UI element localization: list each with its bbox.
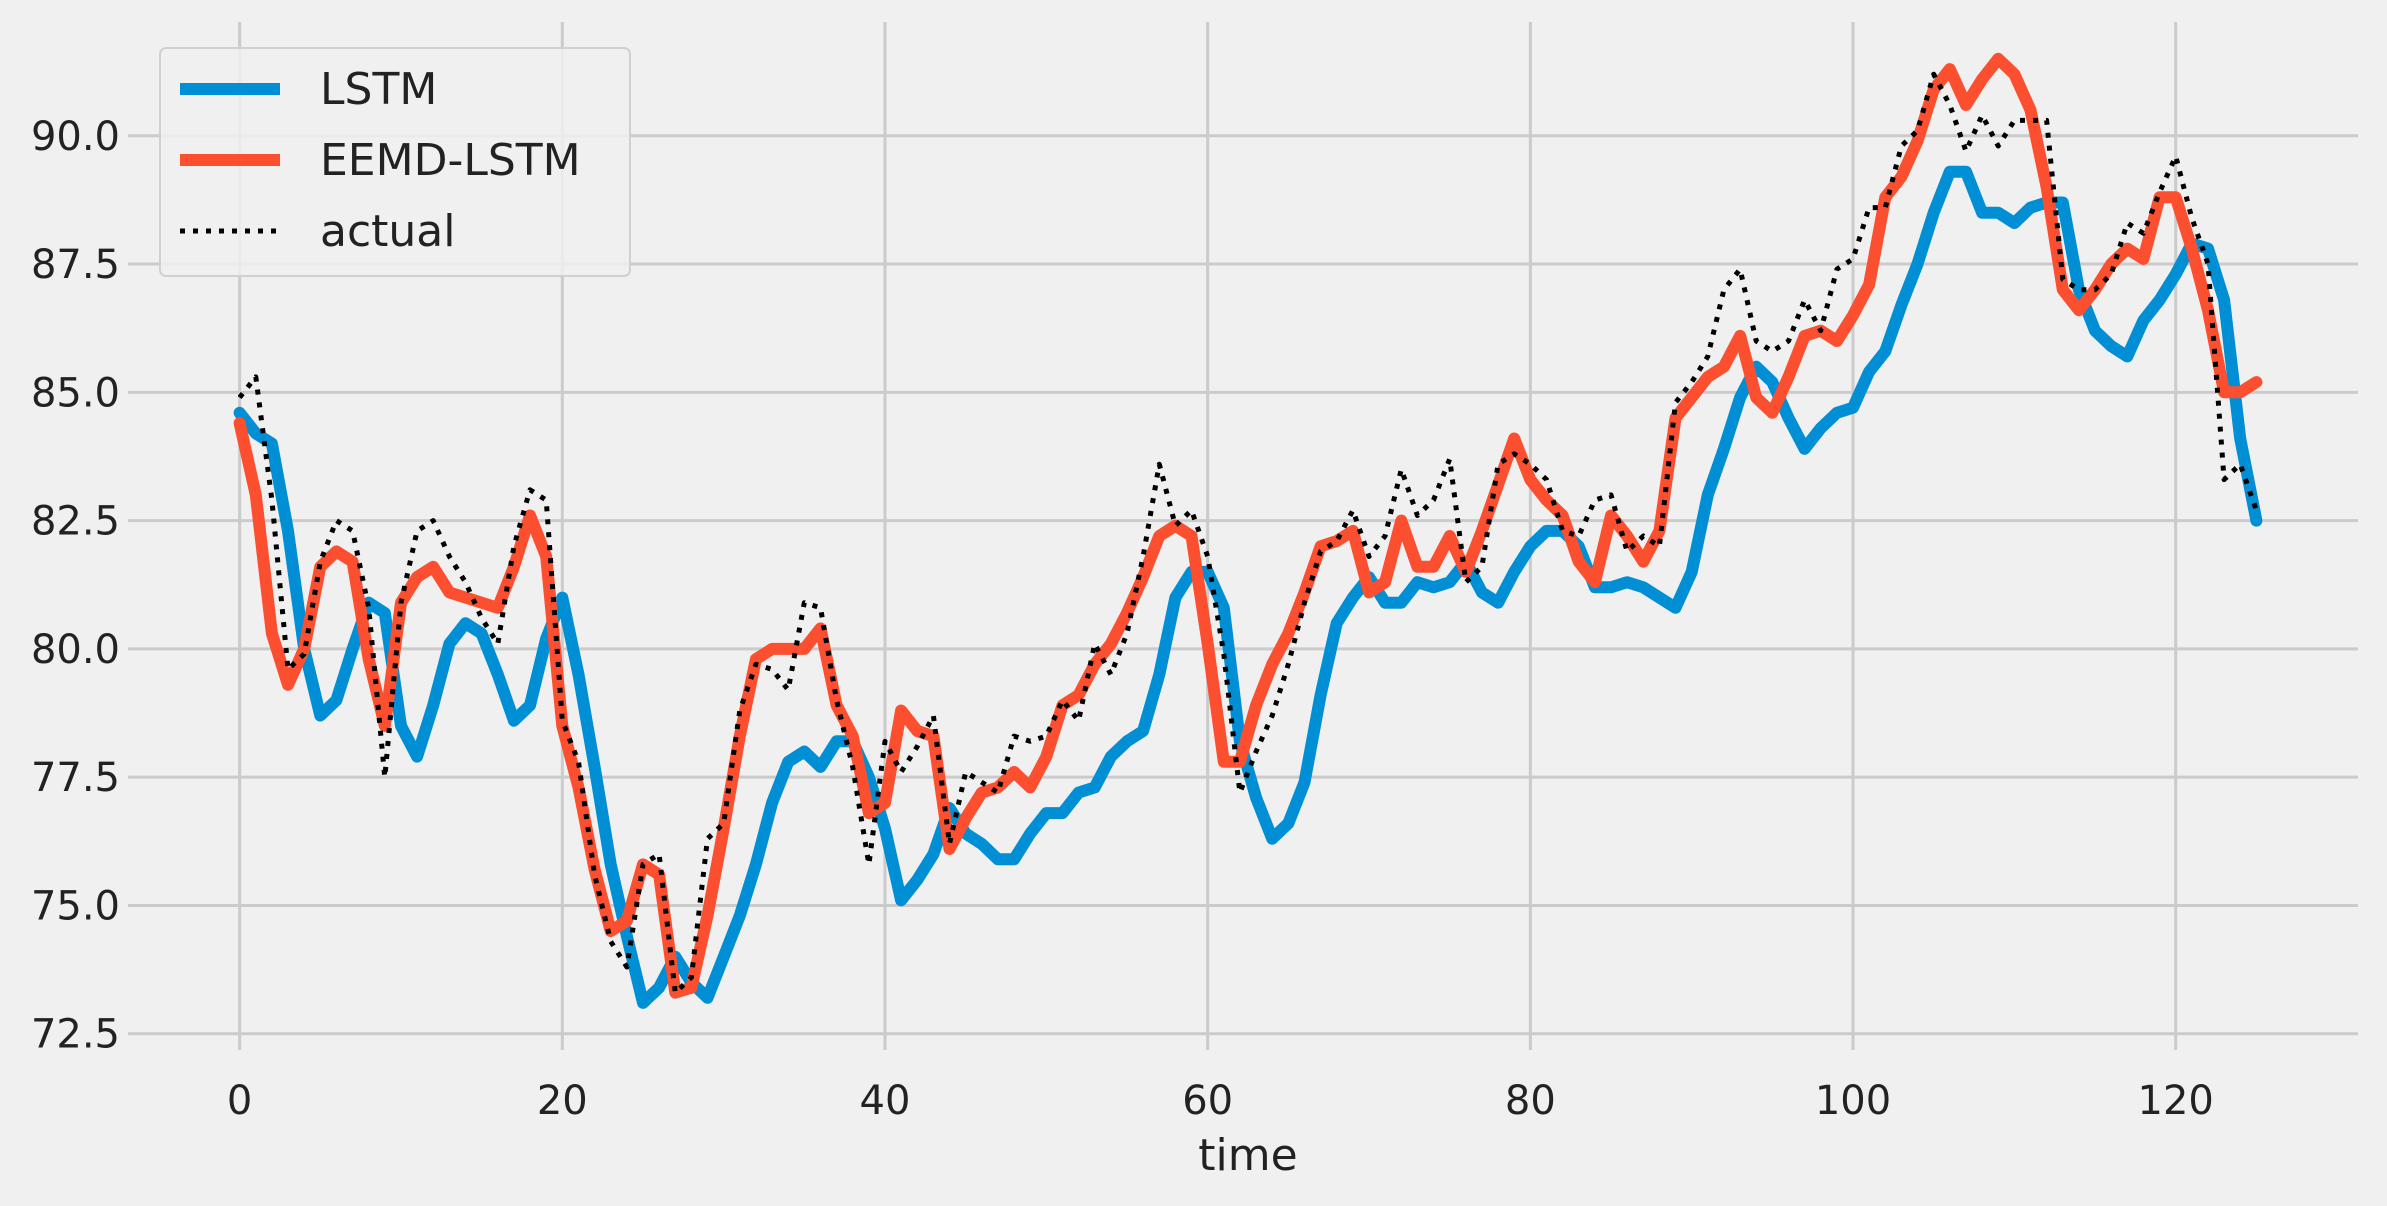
x-axis-label: time: [1198, 1130, 1297, 1181]
legend-label: actual: [320, 206, 455, 257]
series-lines: [233, 52, 2263, 1009]
legend-label: EEMD-LSTM: [320, 135, 581, 186]
y-tick-label: 85.0: [31, 370, 120, 416]
x-tick-label: 0: [227, 1078, 252, 1124]
y-tick-label: 87.5: [31, 242, 120, 288]
legend: LSTM EEMD-LSTM actual: [159, 47, 631, 277]
y-tick-label: 72.5: [31, 1012, 120, 1058]
legend-label: LSTM: [320, 64, 437, 115]
x-tick-label: 120: [2138, 1078, 2214, 1124]
y-tick-label: 80.0: [31, 627, 120, 673]
tick-labels: 0 20 40 60 80 100 120 72.5 75.0 77.5 80.0 82.5 85.0 8…: [31, 114, 2214, 1124]
series-line-lstm: [233, 165, 2263, 1009]
grid: [128, 22, 2358, 1050]
legend-box: [159, 47, 631, 277]
series-line-actual: [237, 71, 2259, 996]
y-tick-label: 90.0: [31, 114, 120, 160]
x-tick-label: 100: [1815, 1078, 1891, 1124]
y-tick-label: 77.5: [31, 755, 120, 801]
y-tick-label: 75.0: [31, 883, 120, 929]
x-tick-label: 60: [1182, 1078, 1233, 1124]
x-tick-label: 20: [537, 1078, 588, 1124]
x-tick-label: 80: [1505, 1078, 1556, 1124]
series-line-eemd-lstm: [233, 52, 2263, 999]
x-tick-label: 40: [860, 1078, 911, 1124]
y-tick-label: 82.5: [31, 499, 120, 545]
